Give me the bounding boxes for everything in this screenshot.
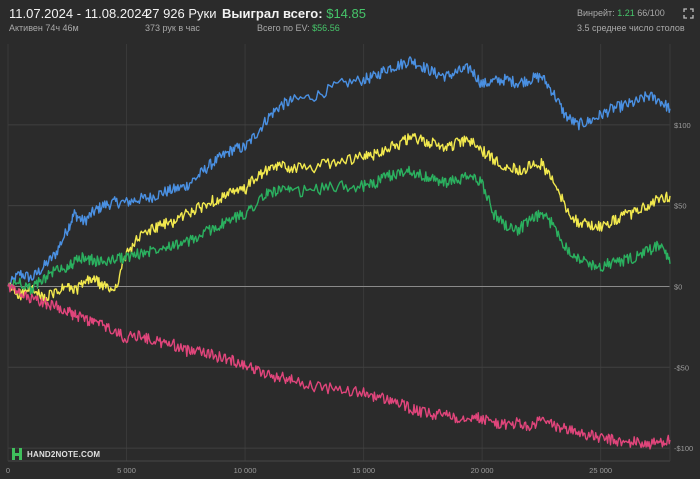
expand-icon[interactable] [683, 8, 694, 19]
y-tick-label: $50 [674, 202, 687, 211]
won-total-label: Выиграл всего: [222, 6, 323, 21]
hand2note-logo-icon [12, 448, 22, 460]
series-line-0 [7, 56, 671, 288]
avg-tables: 3.5 среднее число столов [577, 23, 685, 33]
winrate-per: 66/100 [637, 8, 665, 18]
winrate-value: 1.21 [617, 8, 635, 18]
x-tick-label: 15 000 [352, 466, 375, 475]
y-tick-label: $0 [674, 282, 682, 291]
hand2note-logo: HAND2NOTE.COM [12, 447, 100, 461]
grid [7, 44, 671, 462]
series-line-2 [7, 165, 671, 295]
y-tick-label: -$100 [674, 444, 693, 453]
x-axis: 0 5 000 10 000 15 000 20 000 25 000 [6, 466, 612, 475]
series-line-3 [7, 283, 671, 450]
series-line-1 [7, 132, 671, 305]
winrate-label: Винрейт: [577, 8, 615, 18]
y-tick-label: $100 [674, 121, 691, 130]
stats-header: 11.07.2024 - 11.08.2024 Активен 74ч 46м … [0, 0, 700, 42]
active-time: Активен 74ч 46м [9, 23, 79, 33]
x-tick-label: 0 [6, 466, 10, 475]
hands-count: 27 926 Руки [145, 6, 217, 21]
winrate: Винрейт: 1.21 66/100 [577, 8, 665, 18]
series-lines [7, 56, 671, 450]
x-tick-label: 5 000 [117, 466, 136, 475]
won-total: Выиграл всего: $14.85 [222, 6, 366, 21]
y-axis: $100 $50 $0 -$50 -$100 [674, 121, 693, 453]
x-tick-label: 20 000 [471, 466, 494, 475]
ev-total-label: Всего по EV: [257, 23, 310, 33]
x-tick-label: 10 000 [234, 466, 257, 475]
ev-total-value: $56.56 [312, 23, 340, 33]
won-total-value: $14.85 [326, 6, 366, 21]
ev-total: Всего по EV: $56.56 [257, 23, 340, 33]
logo-text: HAND2NOTE.COM [27, 449, 101, 459]
hands-per-hour: 373 рук в час [145, 23, 200, 33]
date-range: 11.07.2024 - 11.08.2024 [9, 6, 149, 21]
x-tick-label: 25 000 [589, 466, 612, 475]
y-tick-label: -$50 [674, 363, 689, 372]
